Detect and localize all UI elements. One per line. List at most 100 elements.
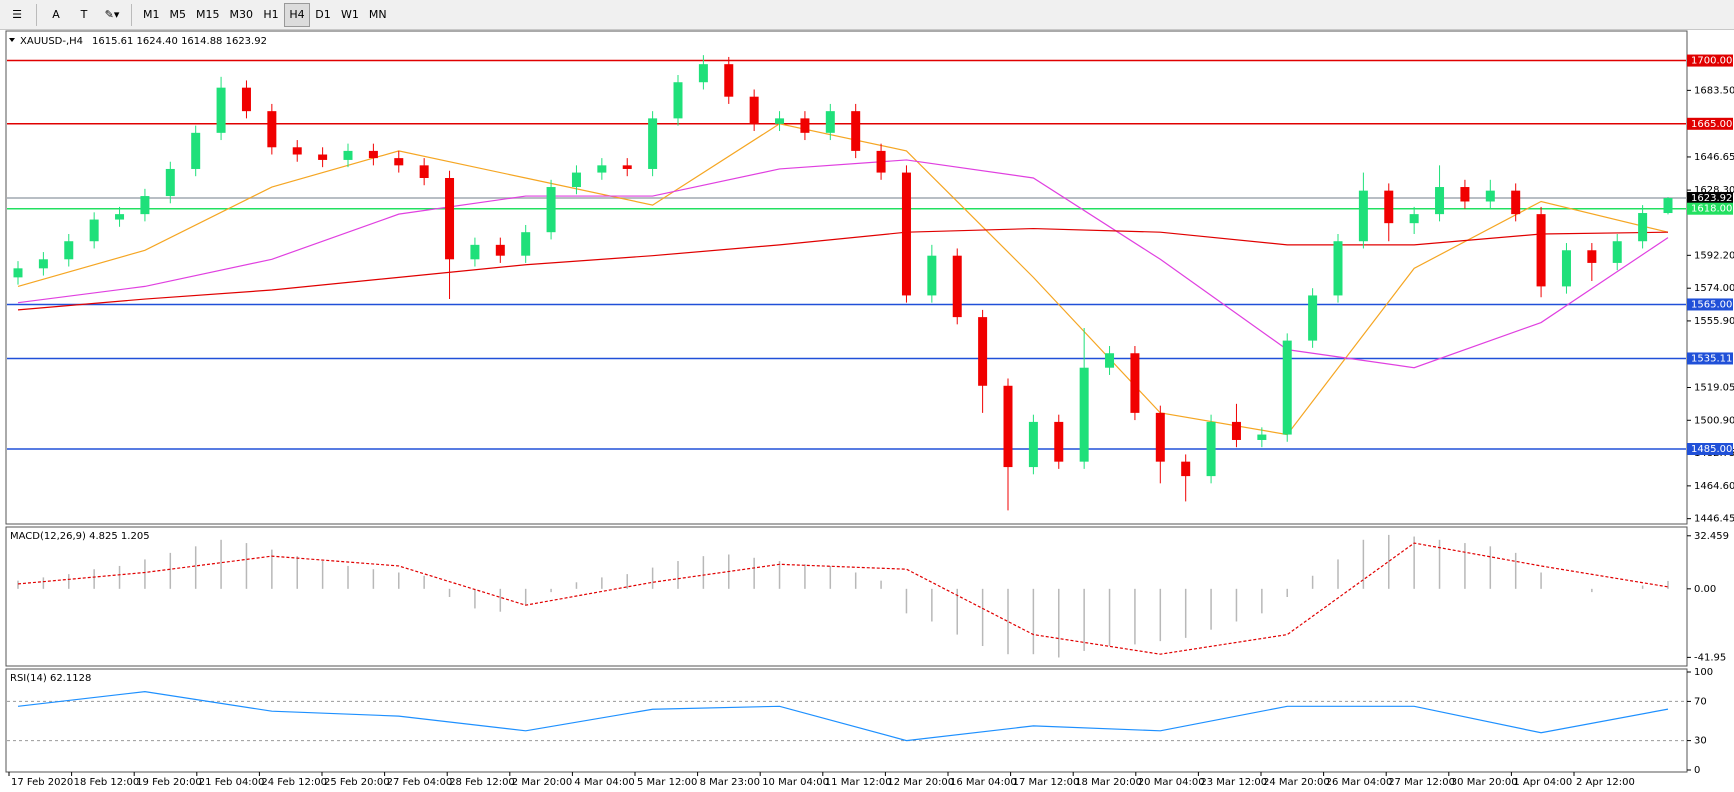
x-tick-label: 21 Feb 04:00 [199, 777, 265, 788]
candle-body [191, 132, 201, 169]
candle-body [749, 96, 759, 124]
candle-body [495, 244, 505, 256]
toolbar: ☰ A T ✎▾ M1 M5 M15 M30 H1 H4 D1 W1 MN [0, 0, 1734, 30]
x-tick-label: 4 Mar 04:00 [574, 777, 634, 788]
candle-body [1257, 434, 1267, 440]
y-tick-label: 1464.60 [1694, 481, 1734, 492]
panel-frame [5, 526, 1688, 667]
candle-body [241, 87, 251, 112]
candle-body [1612, 241, 1622, 263]
candle-body [1181, 461, 1191, 477]
level-label-box [1687, 54, 1733, 67]
candle-body [978, 317, 988, 386]
x-tick-label: 30 Mar 20:00 [1451, 777, 1518, 788]
y-tick-label: 70 [1694, 696, 1707, 707]
candle-body [1384, 190, 1394, 224]
x-tick-label: 12 Mar 20:00 [887, 777, 954, 788]
label-tool[interactable]: T [71, 3, 97, 27]
panel-title: RSI(14) 62.1128 [10, 673, 91, 684]
y-tick-label: 1574.00 [1694, 283, 1734, 294]
y-tick-label: 1500.90 [1694, 415, 1734, 426]
candle-body [1460, 187, 1470, 202]
level-label-box [1687, 352, 1733, 365]
ohlc-label: 1615.61 1624.40 1614.88 1623.92 [92, 36, 267, 47]
candle-body [1638, 213, 1648, 242]
timeframe-button[interactable]: M30 [225, 3, 259, 27]
level-label-box [1687, 443, 1733, 456]
x-tick-label: 16 Mar 04:00 [950, 777, 1017, 788]
candle-body [1435, 187, 1445, 215]
candle-body [216, 87, 226, 133]
y-tick-label: 1628.30 [1694, 185, 1734, 196]
x-tick-label: 5 Mar 12:00 [637, 777, 697, 788]
chart-title: XAUUSD-,H4 [20, 36, 83, 47]
timeframe-button[interactable]: H1 [258, 3, 284, 27]
timeframe-button[interactable]: MN [364, 3, 392, 27]
candle-body [622, 165, 632, 169]
candle-body [1130, 353, 1140, 413]
level-label-box [1687, 117, 1733, 130]
candle-body [825, 111, 835, 133]
x-tick-label: 17 Feb 2020 [11, 777, 73, 788]
candle-body [1003, 385, 1013, 468]
candle-body [1308, 295, 1318, 341]
x-tick-label: 28 Feb 12:00 [449, 777, 515, 788]
candle-body [521, 232, 531, 256]
candle-body [673, 82, 683, 119]
menu-button[interactable]: ☰ [4, 3, 30, 27]
signal-line [17, 542, 1669, 655]
x-tick-label: 2 Apr 12:00 [1576, 777, 1635, 788]
level-label: 1665.00 [1691, 119, 1732, 130]
timeframe-button[interactable]: M5 [165, 3, 192, 27]
candle-body [1561, 250, 1571, 287]
level-label: 1535.11 [1691, 353, 1732, 364]
candle-body [267, 111, 277, 148]
y-tick-label: 100 [1694, 667, 1713, 678]
x-tick-label: 10 Mar 04:00 [762, 777, 829, 788]
x-tick-label: 19 Feb 20:00 [136, 777, 202, 788]
candle-body [1663, 198, 1673, 214]
level-label-box [1687, 298, 1733, 311]
candle-body [1206, 421, 1216, 477]
candle-body [1358, 190, 1368, 242]
timeframe-button[interactable]: H4 [284, 2, 310, 27]
text-tool[interactable]: A [43, 3, 69, 27]
level-label-box [1687, 192, 1733, 205]
timeframe-button[interactable]: D1 [310, 3, 336, 27]
timeframes: M1 M5 M15 M30 H1 H4 D1 W1 MN [138, 2, 392, 27]
moving-average [17, 123, 1669, 436]
y-tick-label: 1592.20 [1694, 250, 1734, 261]
timeframe-button[interactable]: M1 [138, 3, 165, 27]
y-tick-label: 32.459 [1694, 531, 1729, 542]
candle-body [165, 168, 175, 197]
candle-body [851, 111, 861, 151]
candle-body [546, 187, 556, 233]
separator [131, 3, 132, 26]
candle-body [38, 259, 48, 269]
candle-body [800, 118, 810, 133]
timeframe-button[interactable]: M15 [191, 3, 225, 27]
candle-body [292, 147, 302, 155]
candle-body [368, 150, 378, 159]
moving-average [17, 159, 1669, 369]
candle-body [952, 255, 962, 318]
x-tick-label: 18 Feb 12:00 [74, 777, 140, 788]
y-tick-label: -41.95 [1694, 652, 1726, 663]
moving-average [17, 227, 1669, 311]
y-tick-label: 1555.90 [1694, 316, 1734, 327]
panel-title: MACD(12,26,9) 4.825 1.205 [10, 531, 150, 542]
x-tick-label: 25 Feb 20:00 [324, 777, 390, 788]
shapes-tool[interactable]: ✎▾ [99, 3, 125, 27]
candle-body [89, 219, 99, 242]
x-tick-label: 1 Apr 04:00 [1513, 777, 1572, 788]
candle-body [394, 158, 404, 166]
candle-body [318, 154, 328, 160]
level-label: 1700.00 [1691, 56, 1732, 67]
x-tick-label: 17 Mar 12:00 [1013, 777, 1080, 788]
timeframe-button[interactable]: W1 [336, 3, 364, 27]
candle-body [901, 172, 911, 296]
candle-body [1079, 367, 1089, 462]
x-tick-label: 27 Mar 12:00 [1388, 777, 1455, 788]
y-tick-label: 1646.65 [1694, 152, 1734, 163]
